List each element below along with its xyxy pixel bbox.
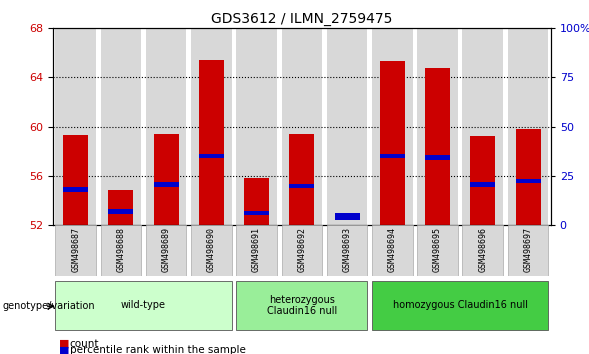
Bar bbox=[55, 281, 231, 330]
Bar bbox=[327, 28, 368, 225]
Bar bbox=[101, 28, 141, 225]
Bar bbox=[154, 182, 178, 187]
Bar bbox=[63, 135, 88, 225]
Bar bbox=[55, 225, 96, 276]
Bar bbox=[462, 225, 503, 276]
Bar bbox=[289, 184, 315, 188]
Bar bbox=[236, 225, 277, 276]
Text: heterozygous
Claudin16 null: heterozygous Claudin16 null bbox=[267, 295, 337, 316]
Text: genotype/variation: genotype/variation bbox=[3, 301, 95, 311]
Bar bbox=[372, 28, 413, 225]
Bar bbox=[515, 129, 541, 225]
Text: GSM498688: GSM498688 bbox=[117, 227, 125, 272]
Bar bbox=[191, 225, 231, 276]
Bar bbox=[145, 225, 187, 276]
Bar bbox=[372, 281, 548, 330]
Bar bbox=[508, 225, 548, 276]
Text: wild-type: wild-type bbox=[121, 300, 166, 310]
Bar bbox=[199, 60, 224, 225]
Bar bbox=[199, 154, 224, 159]
Text: GSM498693: GSM498693 bbox=[343, 227, 352, 272]
Text: GSM498691: GSM498691 bbox=[252, 227, 261, 272]
Bar bbox=[236, 281, 368, 330]
Bar bbox=[417, 225, 458, 276]
Bar bbox=[471, 136, 495, 225]
Bar bbox=[63, 187, 88, 192]
Bar bbox=[55, 28, 96, 225]
Bar bbox=[425, 68, 450, 225]
Bar bbox=[372, 225, 413, 276]
Bar bbox=[108, 190, 133, 225]
Bar bbox=[327, 225, 368, 276]
Text: ■: ■ bbox=[59, 339, 70, 349]
Text: homozygous Claudin16 null: homozygous Claudin16 null bbox=[393, 300, 528, 310]
Bar bbox=[236, 28, 277, 225]
Bar bbox=[462, 28, 503, 225]
Text: GSM498697: GSM498697 bbox=[524, 227, 532, 272]
Bar bbox=[101, 225, 141, 276]
Bar bbox=[508, 28, 548, 225]
Bar bbox=[282, 28, 322, 225]
Bar bbox=[191, 28, 231, 225]
Bar bbox=[380, 62, 405, 225]
Title: GDS3612 / ILMN_2759475: GDS3612 / ILMN_2759475 bbox=[211, 12, 392, 26]
Text: GSM498694: GSM498694 bbox=[388, 227, 397, 272]
Bar bbox=[335, 213, 359, 220]
Bar bbox=[145, 28, 187, 225]
Text: GSM498687: GSM498687 bbox=[71, 227, 80, 272]
Text: GSM498692: GSM498692 bbox=[297, 227, 306, 272]
Bar bbox=[244, 178, 269, 225]
Bar bbox=[282, 225, 322, 276]
Bar bbox=[380, 154, 405, 159]
Text: GSM498690: GSM498690 bbox=[207, 227, 216, 272]
Bar bbox=[425, 155, 450, 160]
Bar bbox=[471, 182, 495, 187]
Bar bbox=[417, 28, 458, 225]
Text: GSM498695: GSM498695 bbox=[433, 227, 442, 272]
Bar bbox=[154, 134, 178, 225]
Bar bbox=[289, 134, 315, 225]
Bar bbox=[515, 179, 541, 183]
Text: ■: ■ bbox=[59, 346, 70, 354]
Text: GSM498696: GSM498696 bbox=[478, 227, 487, 272]
Text: percentile rank within the sample: percentile rank within the sample bbox=[70, 346, 246, 354]
Bar bbox=[244, 211, 269, 215]
Text: GSM498689: GSM498689 bbox=[161, 227, 171, 272]
Bar bbox=[108, 210, 133, 214]
Text: count: count bbox=[70, 339, 99, 349]
